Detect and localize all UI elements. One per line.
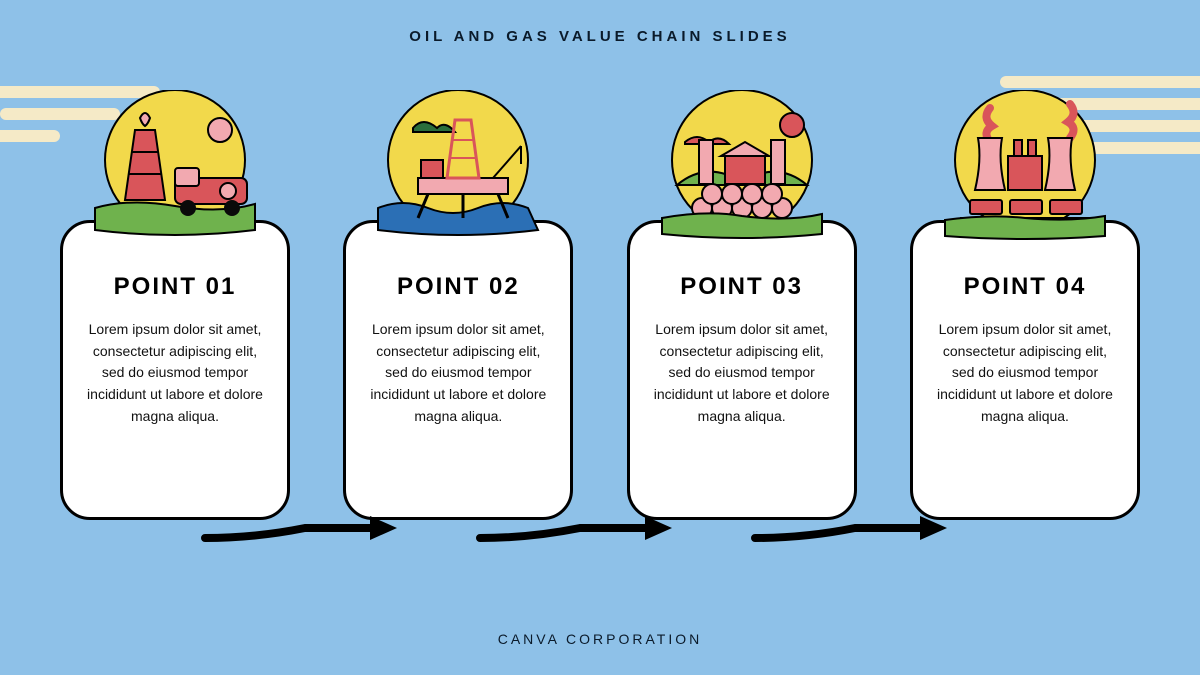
card-2: POINT 02 Lorem ipsum dolor sit amet, con… bbox=[343, 220, 573, 520]
card-title: POINT 02 bbox=[368, 273, 548, 301]
card-wrap-4: POINT 04 Lorem ipsum dolor sit amet, con… bbox=[910, 90, 1140, 520]
storage-tanks-icon bbox=[647, 90, 837, 240]
card-wrap-3: POINT 03 Lorem ipsum dolor sit amet, con… bbox=[627, 90, 857, 520]
power-plant-icon bbox=[930, 90, 1120, 240]
card-wrap-1: POINT 01 Lorem ipsum dolor sit amet, con… bbox=[60, 90, 290, 520]
card-1: POINT 01 Lorem ipsum dolor sit amet, con… bbox=[60, 220, 290, 520]
card-wrap-2: POINT 02 Lorem ipsum dolor sit amet, con… bbox=[343, 90, 573, 520]
cards-row: POINT 01 Lorem ipsum dolor sit amet, con… bbox=[60, 90, 1140, 520]
card-body: Lorem ipsum dolor sit amet, consectetur … bbox=[935, 319, 1115, 427]
arrow-2-icon bbox=[470, 508, 690, 548]
card-title: POINT 03 bbox=[652, 273, 832, 301]
card-3: POINT 03 Lorem ipsum dolor sit amet, con… bbox=[627, 220, 857, 520]
arrow-3-icon bbox=[745, 508, 965, 548]
card-title: POINT 01 bbox=[85, 273, 265, 301]
oil-truck-derrick-icon bbox=[80, 90, 270, 240]
card-body: Lorem ipsum dolor sit amet, consectetur … bbox=[368, 319, 548, 427]
footer-text: CANVA CORPORATION bbox=[0, 631, 1200, 647]
cloud-stripe bbox=[0, 130, 60, 142]
card-title: POINT 04 bbox=[935, 273, 1115, 301]
card-4: POINT 04 Lorem ipsum dolor sit amet, con… bbox=[910, 220, 1140, 520]
offshore-rig-icon bbox=[363, 90, 553, 240]
card-body: Lorem ipsum dolor sit amet, consectetur … bbox=[85, 319, 265, 427]
slide-title: OIL AND GAS VALUE CHAIN SLIDES bbox=[0, 28, 1200, 45]
cloud-stripe bbox=[1000, 76, 1200, 88]
arrow-1-icon bbox=[195, 508, 415, 548]
card-body: Lorem ipsum dolor sit amet, consectetur … bbox=[652, 319, 832, 427]
